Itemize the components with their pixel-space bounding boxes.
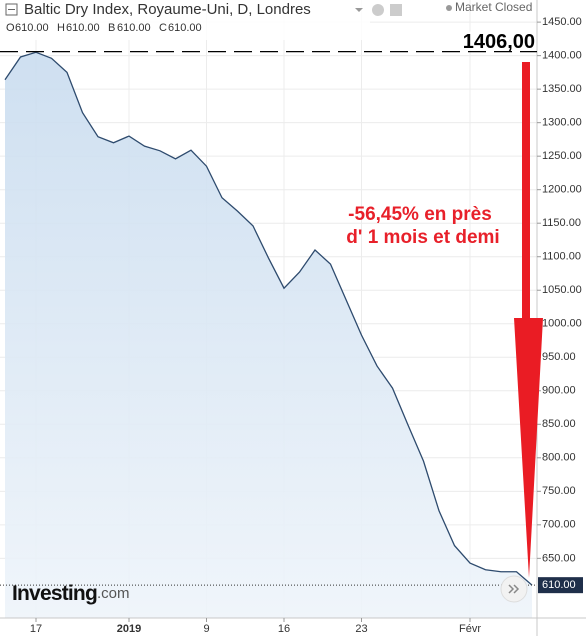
x-tick-label: Févr bbox=[459, 623, 481, 635]
ohlc-key: C bbox=[159, 22, 167, 34]
chart-title: Baltic Dry Index, Royaume-Uni, D, Londre… bbox=[24, 1, 311, 18]
y-tick-label: 800.00 bbox=[542, 452, 576, 464]
y-tick-label: 1400.00 bbox=[542, 50, 582, 62]
ohlc-key: B bbox=[108, 22, 115, 34]
logo: Investing.com bbox=[12, 582, 130, 605]
y-tick-label: 1300.00 bbox=[542, 117, 582, 129]
y-tick-label: 1150.00 bbox=[542, 217, 581, 229]
area-fill bbox=[5, 52, 532, 618]
last-price-bg bbox=[538, 577, 583, 594]
y-tick-label: 950.00 bbox=[542, 351, 576, 363]
y-tick-label: 700.00 bbox=[542, 519, 576, 531]
y-tick-label: 1250.00 bbox=[542, 150, 582, 162]
x-tick-label: 17 bbox=[30, 623, 42, 635]
y-tick-label: 1450.00 bbox=[542, 16, 582, 28]
logo-name: Investing bbox=[12, 582, 97, 605]
overlay: 1406,00 610.00 bbox=[0, 31, 583, 594]
x-tick-label: 9 bbox=[203, 623, 209, 635]
y-tick-label: 1050.00 bbox=[542, 284, 582, 296]
x-tick-label: 16 bbox=[278, 623, 290, 635]
logo-suffix: .com bbox=[97, 585, 130, 602]
ohlc: O 610.00 H 610.00 B 610.00 C 610.00 bbox=[6, 22, 202, 34]
y-tick-label: 900.00 bbox=[542, 385, 576, 397]
y-tick-label: 1000.00 bbox=[542, 318, 582, 330]
y-tick-label: 650.00 bbox=[542, 552, 576, 564]
ohlc-value: 610.00 bbox=[66, 22, 100, 34]
ohlc-value: 610.00 bbox=[117, 22, 151, 34]
status-dot bbox=[446, 5, 452, 11]
ohlc-key: H bbox=[57, 22, 65, 34]
axes: 650.00 700.00 750.00 800.00 850.00 900.00 950.… bbox=[30, 16, 582, 635]
annotation: d' 1 mois et demi bbox=[346, 227, 499, 248]
annotation: -56,45% en près bbox=[348, 204, 492, 225]
drop-arrow bbox=[514, 62, 543, 578]
settings-icon-2[interactable] bbox=[390, 4, 402, 16]
ohlc-value: 610.00 bbox=[168, 22, 202, 34]
x-tick-label: 23 bbox=[355, 623, 367, 635]
header-bg bbox=[0, 0, 370, 40]
y-tick-label: 1200.00 bbox=[542, 184, 582, 196]
y-tick-label: 750.00 bbox=[542, 485, 576, 497]
y-tick-label: 850.00 bbox=[542, 418, 576, 430]
ohlc-value: 610.00 bbox=[15, 22, 49, 34]
collapse-icon[interactable] bbox=[5, 3, 18, 16]
dropdown-icon[interactable] bbox=[355, 8, 363, 12]
y-tick-label: 1100.00 bbox=[542, 251, 581, 263]
ohlc-key: O bbox=[6, 22, 15, 34]
x-tick-label: 2019 bbox=[117, 623, 141, 635]
last-price-label: 610.00 bbox=[542, 579, 576, 591]
settings-icon[interactable] bbox=[372, 4, 384, 16]
scroll-icon bbox=[508, 584, 520, 594]
price-line bbox=[4, 51, 533, 586]
peak-label: 1406,00 bbox=[463, 31, 535, 53]
y-tick-label: 1350.00 bbox=[542, 83, 582, 95]
peak-label-bg bbox=[448, 31, 536, 51]
market-status: Market Closed bbox=[455, 0, 532, 14]
plot-area bbox=[4, 51, 533, 618]
